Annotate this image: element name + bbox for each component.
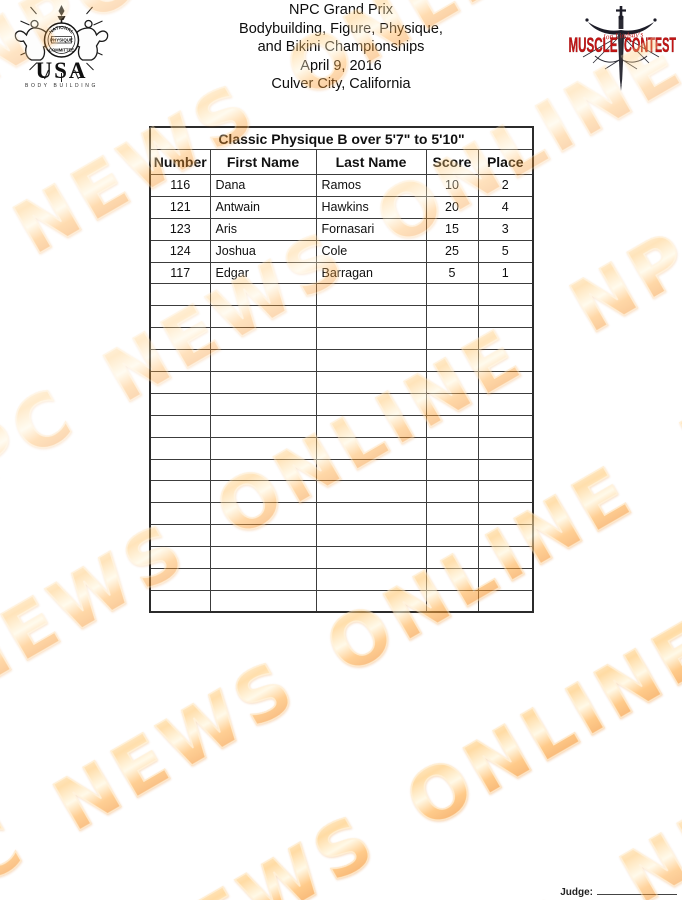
col-header-place: Place bbox=[477, 149, 534, 175]
col-header-first-name: First Name bbox=[209, 149, 317, 175]
torch-icon bbox=[57, 5, 66, 24]
bodybuilding-label: BODY BUILDING bbox=[25, 83, 98, 89]
table-row-empty bbox=[149, 502, 534, 526]
cell-first-name: Dana bbox=[209, 174, 317, 197]
table-row-empty bbox=[149, 546, 534, 570]
cell-last-name: Hawkins bbox=[315, 195, 427, 219]
logo-ring-top-label: NATIONAL bbox=[48, 25, 74, 35]
cell-place: 2 bbox=[477, 174, 534, 197]
event-location: Culver City, California bbox=[271, 76, 411, 92]
table-row-empty bbox=[149, 392, 534, 416]
event-header: NPC Grand Prix Bodybuilding, Figure, Phy… bbox=[0, 1, 682, 94]
logo-ring-bottom-label: COMMITTEE bbox=[49, 48, 74, 53]
muscle-label: MUSCLE bbox=[569, 33, 618, 57]
table-row-empty bbox=[149, 436, 534, 460]
cell-number: 121 bbox=[149, 195, 211, 219]
table-row-empty bbox=[149, 305, 534, 329]
table-row: 117 Edgar Barragan 5 1 bbox=[149, 261, 534, 285]
table-row-empty bbox=[149, 371, 534, 394]
svg-text:NATIONAL: NATIONAL bbox=[48, 25, 74, 35]
cell-score: 20 bbox=[425, 195, 479, 219]
cell-score: 25 bbox=[425, 239, 479, 263]
cell-place: 1 bbox=[477, 261, 534, 285]
col-header-number: Number bbox=[149, 149, 211, 175]
table-row: 121 Antwain Hawkins 20 4 bbox=[149, 195, 534, 219]
event-subtitle-2: and Bikini Championships bbox=[257, 39, 425, 55]
npc-usa-bodybuilding-logo: NATIONAL PHYSIQUE COMMITTEE USA BODY BUI… bbox=[14, 5, 109, 89]
contest-label: CONTEST bbox=[624, 33, 676, 57]
judge-signature-area: Judge: bbox=[560, 884, 677, 898]
cell-place: 3 bbox=[477, 217, 534, 241]
muscle-contest-logo: Jon Lindsay's MUSCLE CONTEST bbox=[568, 6, 676, 91]
table-header-row: Number First Name Last Name Score Place bbox=[149, 149, 534, 175]
event-title: NPC Grand Prix bbox=[289, 2, 393, 18]
judge-label: Judge: bbox=[560, 887, 593, 898]
table-row-empty bbox=[149, 414, 534, 438]
cell-first-name: Aris bbox=[209, 217, 317, 241]
cell-last-name: Ramos bbox=[315, 174, 427, 197]
col-header-last-name: Last Name bbox=[315, 149, 427, 175]
cell-first-name: Antwain bbox=[209, 195, 317, 219]
cell-last-name: Cole bbox=[315, 239, 427, 263]
sword-icon bbox=[585, 6, 657, 91]
event-date: April 9, 2016 bbox=[300, 57, 382, 74]
cell-first-name: Edgar bbox=[209, 261, 317, 285]
usa-label: USA bbox=[35, 58, 87, 83]
table-row-empty bbox=[149, 283, 534, 307]
cell-score: 10 bbox=[425, 174, 479, 197]
cell-number: 116 bbox=[149, 174, 211, 197]
cell-first-name: Joshua bbox=[209, 239, 317, 263]
cell-number: 123 bbox=[149, 217, 211, 241]
cell-place: 5 bbox=[477, 239, 534, 263]
score-table: Classic Physique B over 5'7" to 5'10" Nu… bbox=[149, 126, 535, 614]
col-header-score: Score bbox=[425, 149, 479, 175]
table-row-empty bbox=[149, 589, 534, 613]
table-title: Classic Physique B over 5'7" to 5'10" bbox=[149, 126, 534, 150]
cell-score: 5 bbox=[425, 261, 479, 285]
event-subtitle-1: Bodybuilding, Figure, Physique, bbox=[239, 20, 443, 37]
table-row-empty bbox=[149, 480, 534, 504]
table-row: 123 Aris Fornasari 15 3 bbox=[149, 217, 534, 241]
cell-score: 15 bbox=[425, 217, 479, 241]
script-label: Jon Lindsay's bbox=[602, 30, 644, 42]
table-row: 124 Joshua Cole 25 5 bbox=[149, 239, 534, 263]
table-row-empty bbox=[149, 458, 534, 482]
table-row-empty bbox=[149, 349, 534, 373]
logo-center-label: PHYSIQUE bbox=[50, 38, 73, 43]
table-row: 116 Dana Ramos 10 2 bbox=[149, 174, 534, 197]
table-row-empty bbox=[149, 568, 534, 591]
table-row-empty bbox=[149, 327, 534, 351]
cell-last-name: Barragan bbox=[315, 261, 427, 285]
cell-last-name: Fornasari bbox=[315, 217, 427, 241]
judge-signature-line bbox=[597, 884, 677, 895]
table-row-empty bbox=[149, 524, 534, 548]
cell-number: 124 bbox=[149, 239, 211, 263]
cell-number: 117 bbox=[149, 261, 211, 285]
cell-place: 4 bbox=[477, 195, 534, 219]
